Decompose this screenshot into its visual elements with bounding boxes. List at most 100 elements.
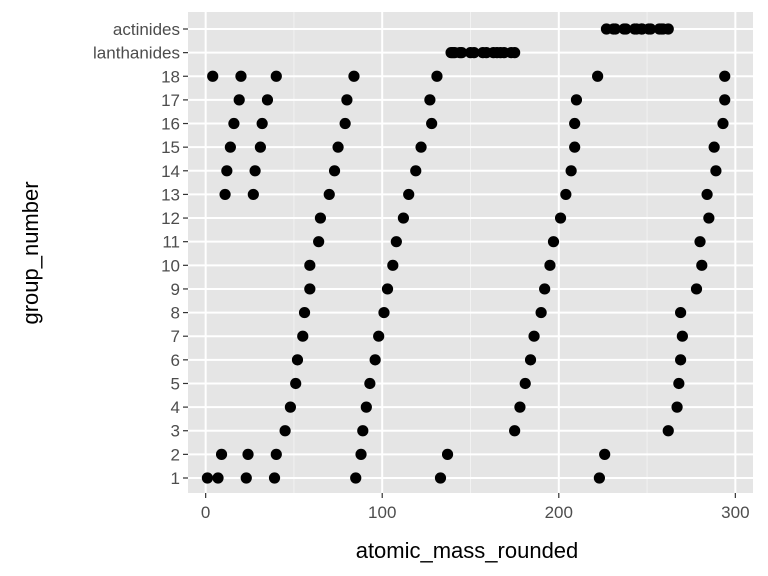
data-points [201,23,731,484]
data-point [701,188,713,201]
data-point [219,188,231,201]
data-point [717,117,729,130]
data-point [254,141,266,153]
data-point [662,23,674,35]
data-point [410,165,422,177]
y-tick-label: 18 [161,67,180,86]
data-point [369,354,381,366]
data-point [348,70,360,82]
data-point [514,401,526,413]
y-tick-label: 6 [171,351,180,370]
data-point [675,306,687,319]
data-point [207,70,219,82]
data-point [618,23,630,35]
data-point [270,70,282,82]
data-point [279,425,291,437]
data-point [212,472,224,484]
y-tick-label: 8 [171,304,180,323]
data-point [215,448,228,460]
data-point [268,472,281,484]
data-point [708,141,720,153]
data-point [535,306,547,319]
x-tick-label: 300 [721,503,749,522]
data-point [240,472,252,484]
data-point [519,377,531,390]
data-point [528,330,540,342]
y-axis-ticks: 123456789101112131415161718lanthanidesac… [93,20,188,488]
data-point [256,117,268,130]
data-point [297,330,309,342]
data-point [332,141,344,153]
data-point [323,188,335,201]
data-point [314,212,327,224]
data-point [242,448,254,460]
data-point [671,401,683,413]
y-tick-label: 11 [162,233,180,252]
data-point [431,70,443,82]
data-point [270,448,282,460]
data-point [696,259,708,271]
data-point [360,401,372,413]
data-point [719,70,731,82]
data-point [341,94,353,106]
data-point [569,141,581,153]
data-point [565,165,577,177]
data-point [228,117,240,130]
data-point [703,212,715,224]
data-point [424,94,436,106]
data-point [357,425,369,437]
data-point [569,117,581,130]
data-point [339,117,351,130]
data-point [554,212,567,224]
y-tick-label: 14 [161,162,180,181]
y-tick-label: actinides [113,20,180,39]
y-tick-label: 10 [161,256,180,275]
data-point [426,117,438,130]
y-tick-label: 13 [161,185,180,204]
data-point [539,283,551,295]
data-point [676,330,688,342]
y-tick-label: 16 [161,115,180,134]
y-tick-label: 4 [171,398,180,417]
x-tick-label: 0 [201,503,210,522]
data-point [364,377,376,390]
data-point [570,94,583,106]
data-point [313,236,325,248]
data-point [304,259,316,271]
data-point [390,236,402,248]
data-point [261,94,274,106]
data-point [298,306,311,319]
x-tick-label: 200 [545,503,573,522]
x-axis-ticks: 0 100 200 300 [201,493,750,522]
data-point [403,188,415,201]
data-point [224,141,236,153]
data-point [644,23,657,35]
y-tick-label: 12 [161,209,180,228]
data-point [673,377,685,390]
y-tick-label: 7 [171,327,180,346]
data-point [719,94,731,106]
y-tick-label: 3 [171,422,180,441]
y-tick-label: 17 [161,91,180,110]
data-point [694,236,706,248]
data-point [247,188,259,201]
x-axis-title: atomic_mass_rounded [356,538,579,563]
data-point [456,47,468,59]
y-tick-label: 2 [171,445,180,464]
data-point [544,259,556,271]
data-point [290,377,302,390]
data-point [387,259,399,271]
y-axis-title: group_number [18,181,43,324]
data-point [662,425,674,437]
data-point [355,448,367,460]
data-point [593,472,605,484]
data-point [233,94,245,106]
data-point [599,448,611,460]
data-point [378,306,390,319]
data-point [560,188,572,201]
y-tick-label: lanthanides [93,44,180,63]
data-point [350,472,362,484]
data-point [235,70,247,82]
data-point [201,472,214,484]
data-point [547,236,560,248]
